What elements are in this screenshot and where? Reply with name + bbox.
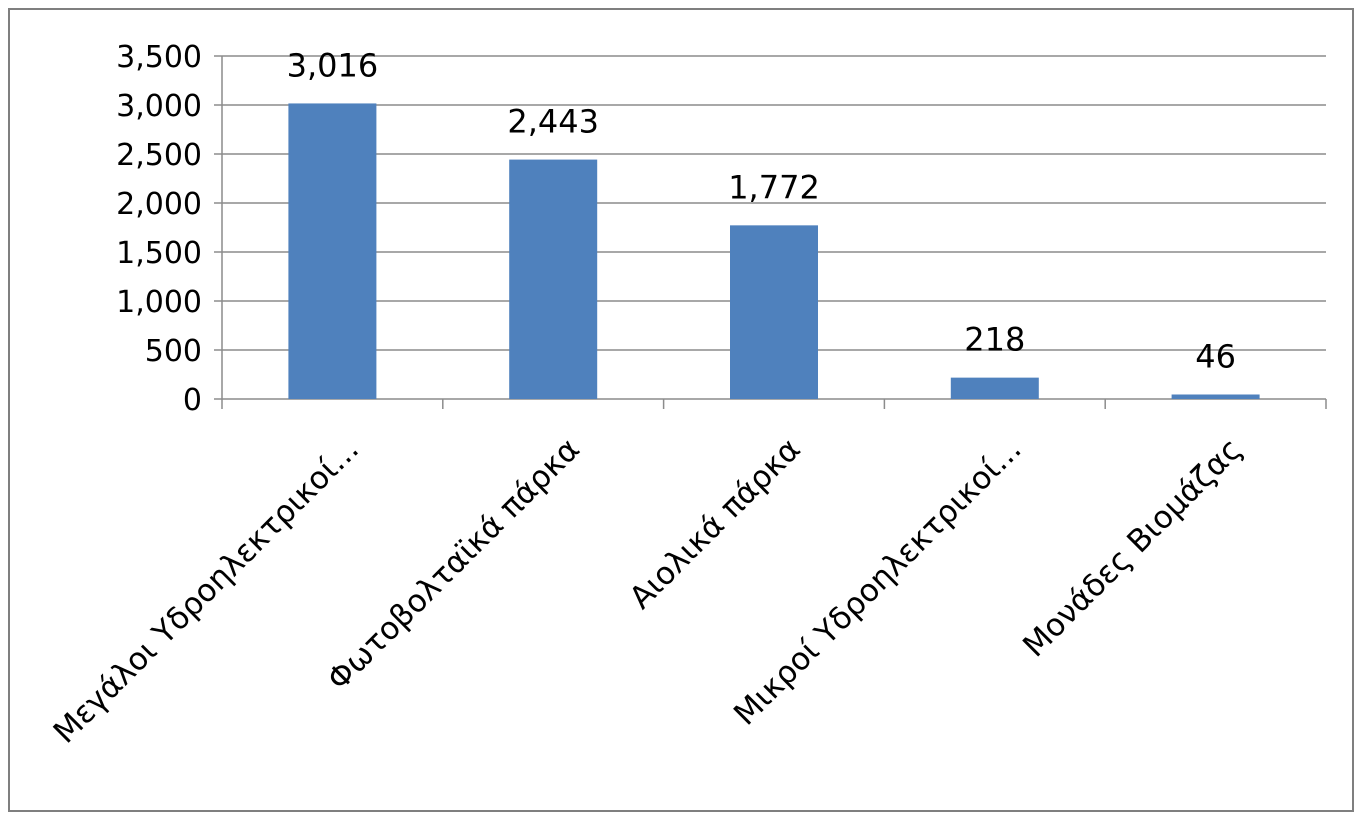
y-tick-label: 500 [145,334,202,369]
bar [730,225,818,399]
data-label: 46 [1195,337,1236,375]
y-tick-label: 1,000 [116,285,202,320]
data-label: 1,772 [728,168,820,206]
chart-frame [8,8,1354,812]
y-tick-label: 3,000 [116,89,202,124]
x-category-label: Μεγάλοι Υδροηλεκτρικοί... [47,431,366,750]
x-category-label: Μονάδες Βιομάζας [1016,431,1249,664]
x-category-label: Φωτοβολταϊκά πάρκα [320,431,586,697]
data-label: 218 [964,321,1025,359]
y-tick-label: 2,500 [116,138,202,173]
x-category-label: Αιολικά πάρκα [623,431,808,616]
bar [288,103,377,399]
data-label: 2,443 [507,103,599,141]
bar [509,159,598,399]
data-label: 3,016 [287,46,379,84]
y-tick-label: 1,500 [116,236,202,271]
y-tick-label: 3,500 [116,40,202,75]
y-tick-label: 2,000 [116,187,202,222]
y-tick-label: 0 [183,383,202,418]
bar [950,377,1039,399]
bar [1171,394,1260,399]
